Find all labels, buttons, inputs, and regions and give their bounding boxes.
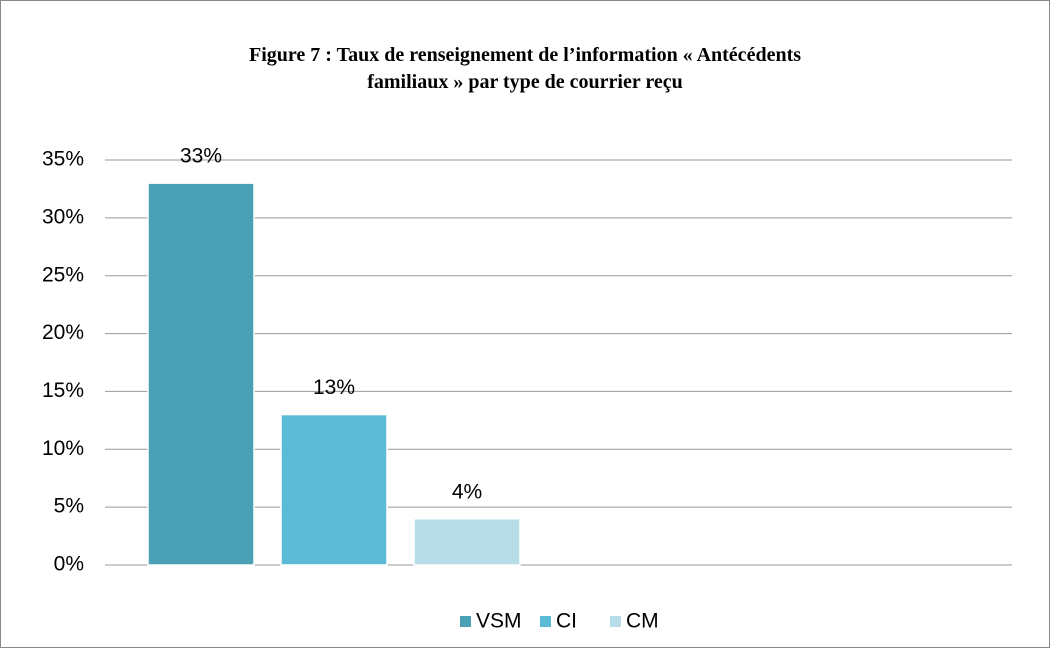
y-tick-label: 20% [42, 321, 84, 344]
bar [280, 413, 388, 566]
data-label: 4% [452, 480, 482, 503]
data-label: 33% [180, 145, 222, 168]
legend-swatch [460, 616, 471, 627]
data-label: 13% [313, 376, 355, 399]
y-tick-label: 15% [42, 379, 84, 402]
y-tick-label: 0% [54, 553, 84, 576]
chart-title: Figure 7 : Taux de renseignement de l’in… [248, 44, 802, 93]
bar [413, 517, 521, 566]
legend-label: CM [626, 610, 659, 633]
legend-swatch [610, 616, 621, 627]
y-tick-label: 30% [42, 205, 84, 228]
y-tick-label: 25% [42, 263, 84, 286]
legend-swatch [540, 616, 551, 627]
y-tick-label: 35% [42, 148, 84, 171]
y-tick-label: 5% [54, 495, 84, 518]
legend-label: VSM [476, 610, 522, 633]
bar [147, 182, 255, 566]
y-tick-label: 10% [42, 437, 84, 460]
legend-label: CI [556, 610, 577, 633]
